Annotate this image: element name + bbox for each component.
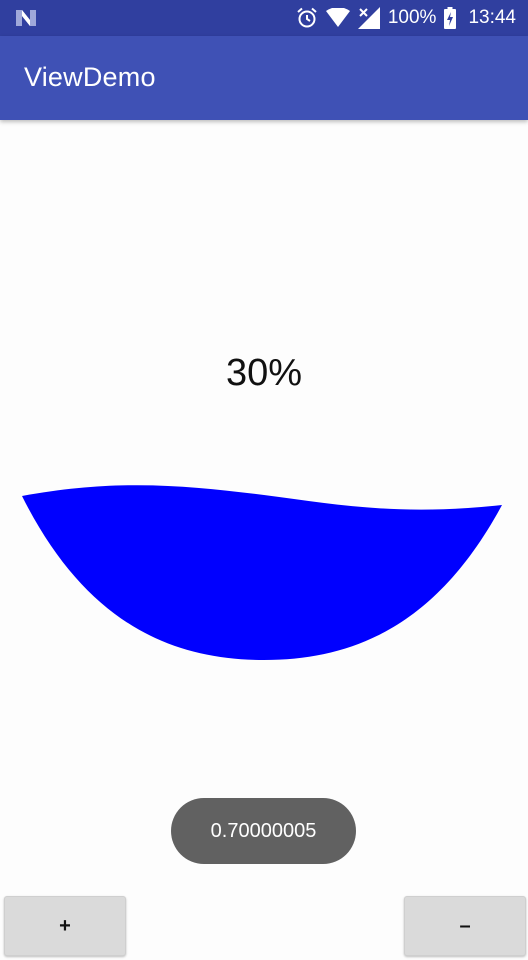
wifi-icon — [325, 8, 350, 27]
app-bar: ViewDemo — [0, 36, 528, 120]
toast-message: 0.70000005 — [171, 798, 356, 864]
wave-progress-view — [22, 485, 502, 660]
status-clock: 13:44 — [468, 7, 516, 28]
alarm-icon — [297, 7, 317, 28]
n-notification-icon — [16, 10, 36, 26]
app-title: ViewDemo — [24, 62, 156, 92]
decrease-button[interactable]: – — [404, 896, 526, 956]
percent-label: 30% — [225, 352, 303, 394]
battery-percent: 100% — [387, 7, 437, 28]
status-bar: 100% 13:44 — [0, 0, 528, 36]
wave-fill — [22, 485, 502, 660]
battery-icon — [444, 7, 457, 29]
signal-icon — [357, 7, 380, 29]
increase-button[interactable]: + — [4, 896, 126, 956]
